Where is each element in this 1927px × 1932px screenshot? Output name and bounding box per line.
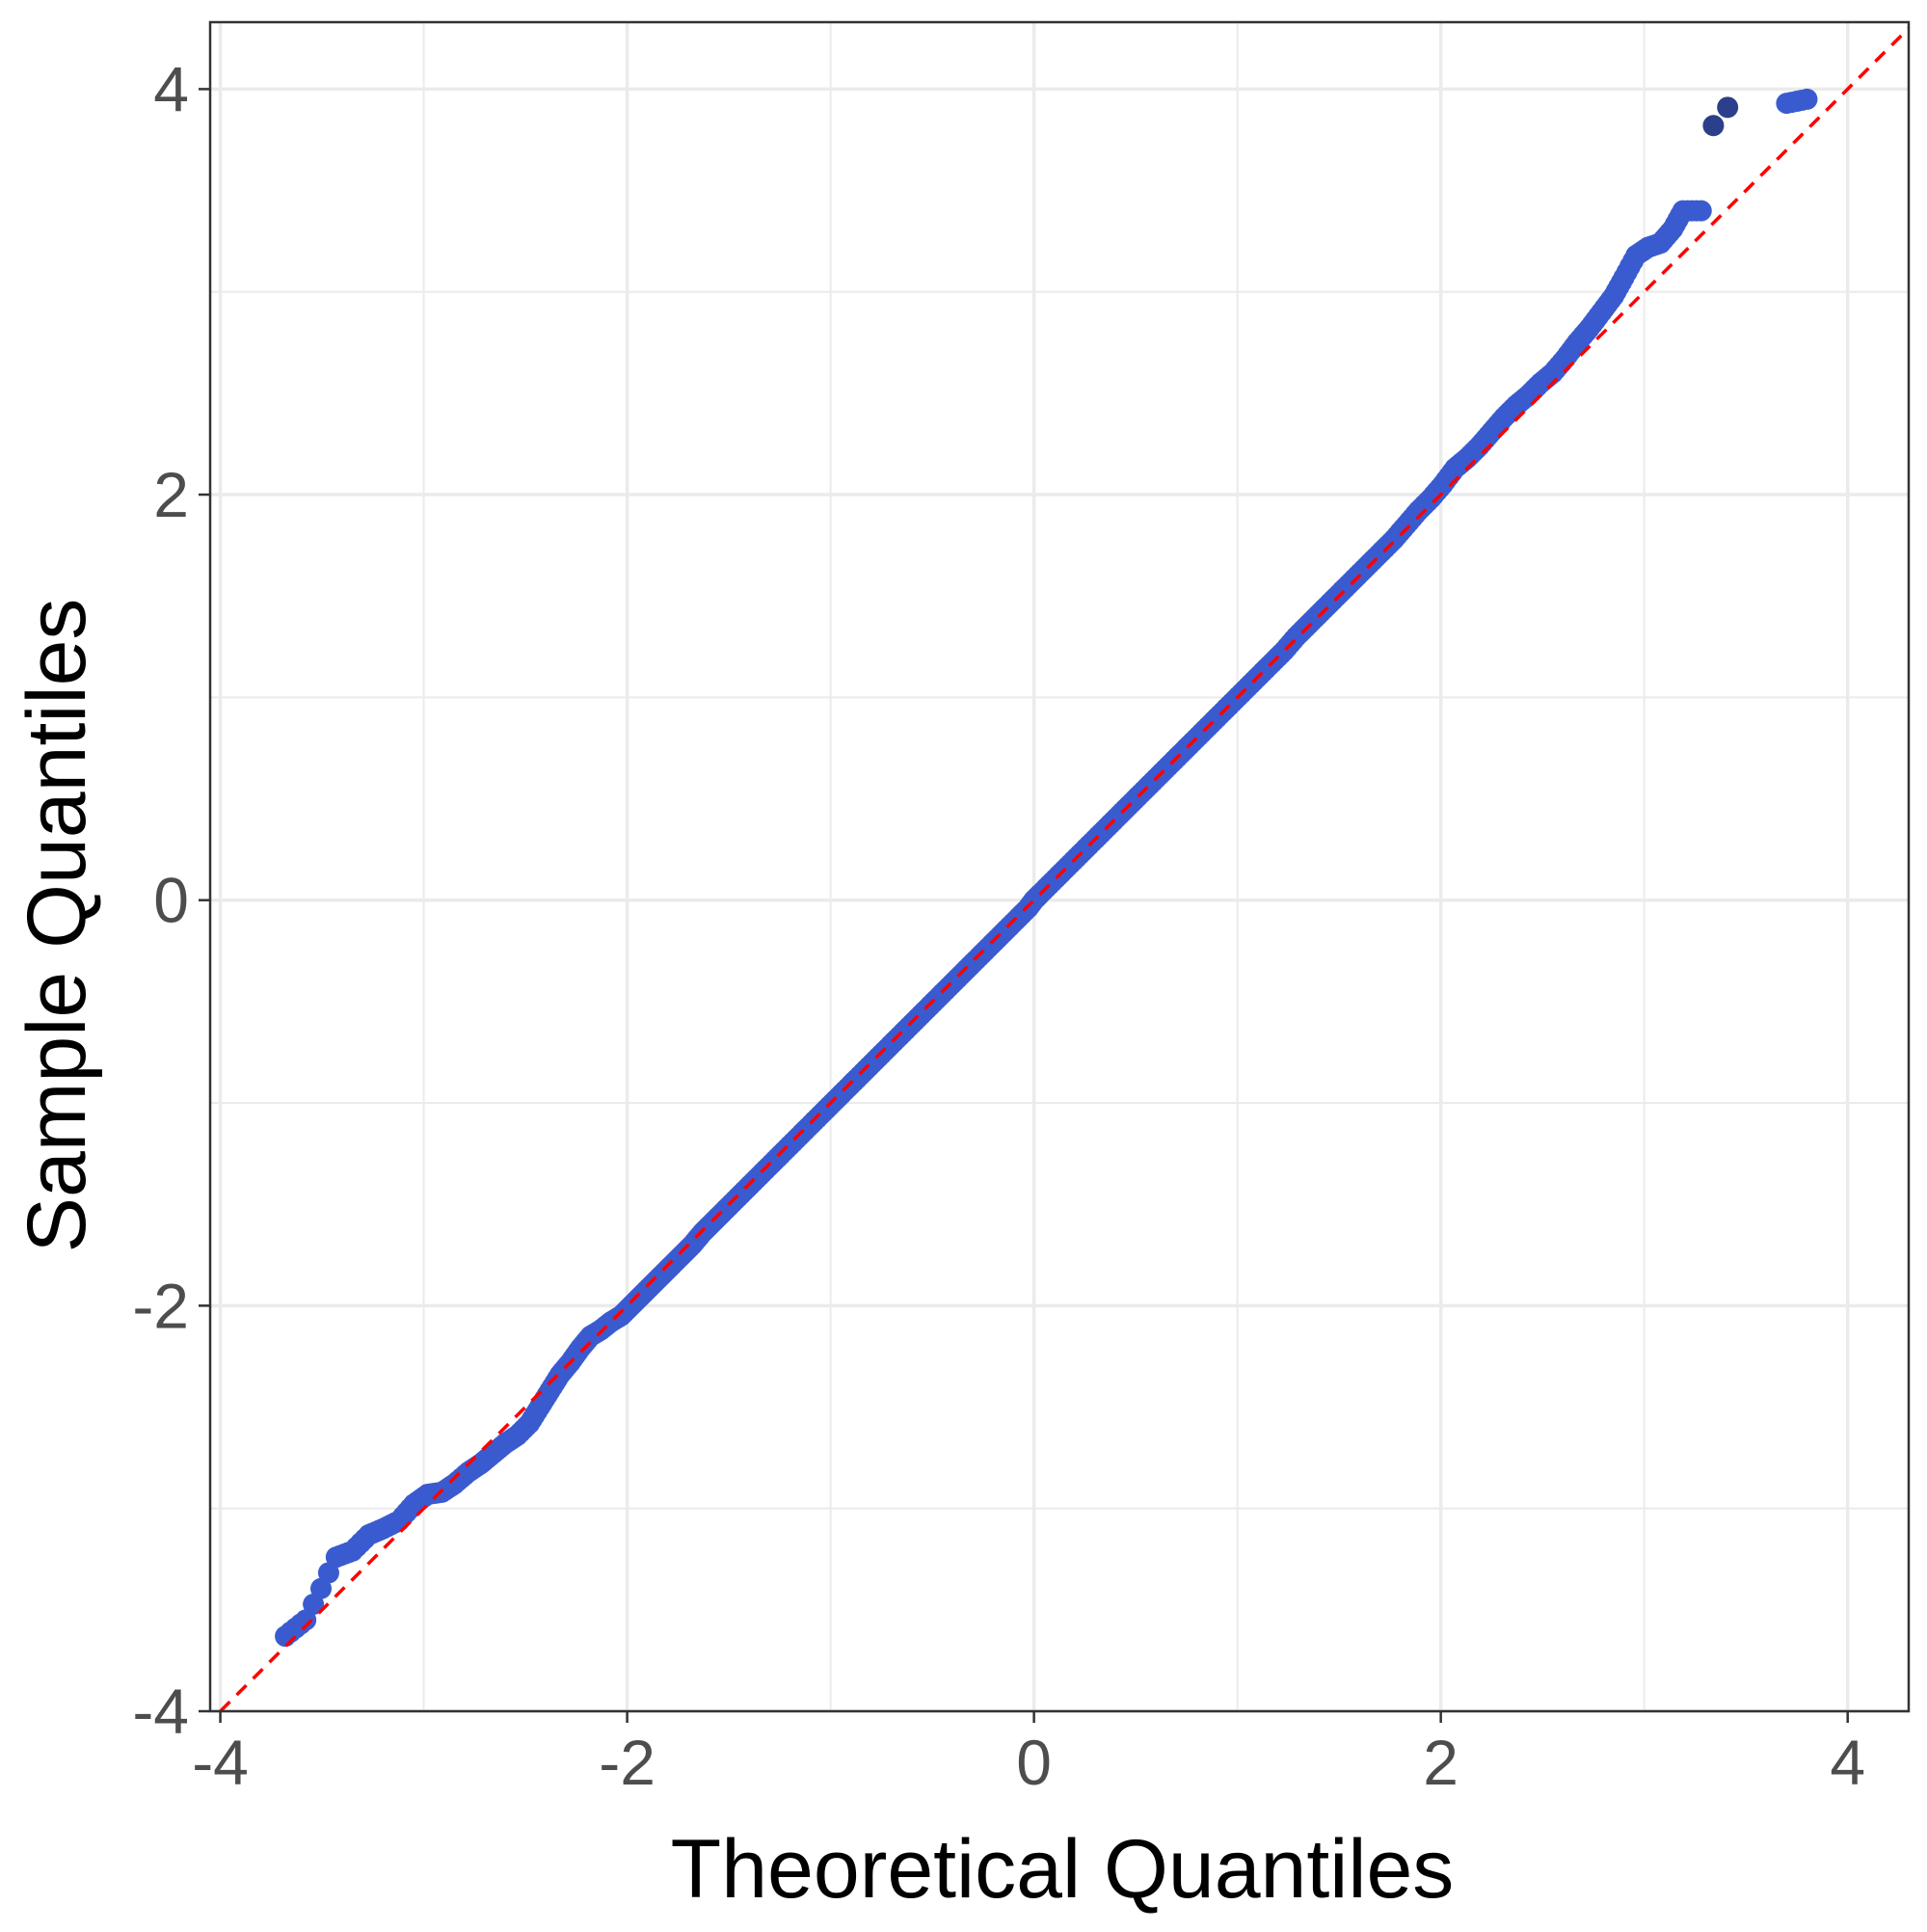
x-tick-label: 2 [1423, 1727, 1459, 1798]
y-tick-label: -4 [132, 1676, 189, 1747]
y-tick-label: 4 [153, 53, 189, 124]
y-tick-label: -2 [132, 1270, 189, 1341]
data-point [1791, 89, 1813, 111]
x-axis-title: Theoretical Quantiles [671, 1823, 1455, 1916]
data-point [317, 1562, 339, 1584]
reference-line [219, 27, 1911, 1713]
y-axis-title: Sample Quantiles [11, 599, 103, 1253]
x-tick-label: -4 [192, 1727, 249, 1798]
data-point [1717, 96, 1739, 119]
data-point [303, 1594, 325, 1616]
x-tick-label: -2 [599, 1727, 656, 1798]
x-axis-ticks: -4 -2 0 2 4 [192, 1711, 1865, 1798]
x-tick-label: 4 [1830, 1727, 1865, 1798]
y-tick-label: 2 [153, 459, 189, 530]
y-tick-label: 0 [153, 865, 189, 936]
data-point [1702, 115, 1725, 137]
data-point [289, 1613, 311, 1635]
x-tick-label: 0 [1016, 1727, 1052, 1798]
y-axis-ticks: -4 -2 0 2 4 [132, 53, 210, 1747]
panel-border [208, 20, 1911, 1713]
data-point [310, 1577, 333, 1599]
data-point [1686, 200, 1708, 222]
minor-gridlines [210, 22, 1909, 1711]
